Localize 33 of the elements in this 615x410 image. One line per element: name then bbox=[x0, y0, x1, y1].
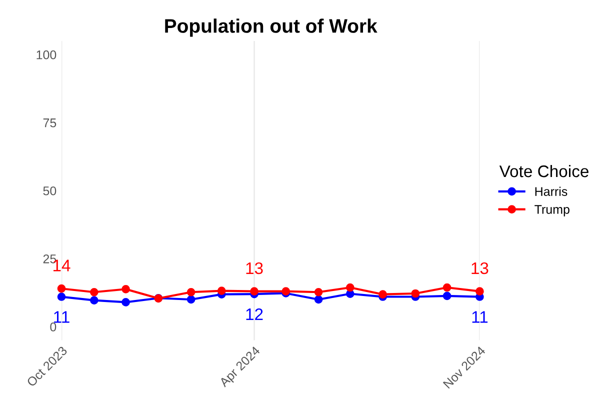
legend-label: Harris bbox=[535, 186, 568, 196]
point bbox=[411, 289, 420, 298]
legend-label: Trump bbox=[534, 205, 570, 216]
point bbox=[57, 284, 66, 293]
data-label: 12 bbox=[246, 308, 263, 320]
point bbox=[90, 296, 98, 304]
point bbox=[186, 295, 196, 304]
point bbox=[476, 287, 484, 296]
y-tick-label: 25 bbox=[43, 254, 56, 264]
point bbox=[122, 298, 130, 306]
point bbox=[442, 283, 452, 292]
data-label: 11 bbox=[472, 311, 488, 323]
y-tick-label: 75 bbox=[43, 118, 56, 128]
chart-title: Population out of Work bbox=[165, 18, 378, 37]
y-tick-label: 50 bbox=[43, 186, 56, 196]
data-label: 13 bbox=[472, 262, 488, 274]
point bbox=[250, 287, 258, 296]
data-label: 14 bbox=[54, 260, 70, 272]
y-tick-label: 0 bbox=[50, 322, 56, 332]
point bbox=[314, 295, 323, 304]
point bbox=[186, 288, 196, 296]
point bbox=[90, 288, 98, 296]
point bbox=[217, 286, 226, 295]
legend-title: Vote Choice bbox=[499, 164, 588, 178]
point bbox=[57, 292, 66, 301]
point bbox=[442, 292, 452, 300]
point bbox=[346, 283, 354, 292]
y-tick-label: 100 bbox=[36, 50, 56, 60]
point bbox=[122, 284, 130, 294]
data-label: 11 bbox=[54, 311, 70, 323]
point bbox=[378, 290, 387, 298]
point bbox=[314, 288, 323, 296]
data-label: 13 bbox=[246, 262, 263, 274]
